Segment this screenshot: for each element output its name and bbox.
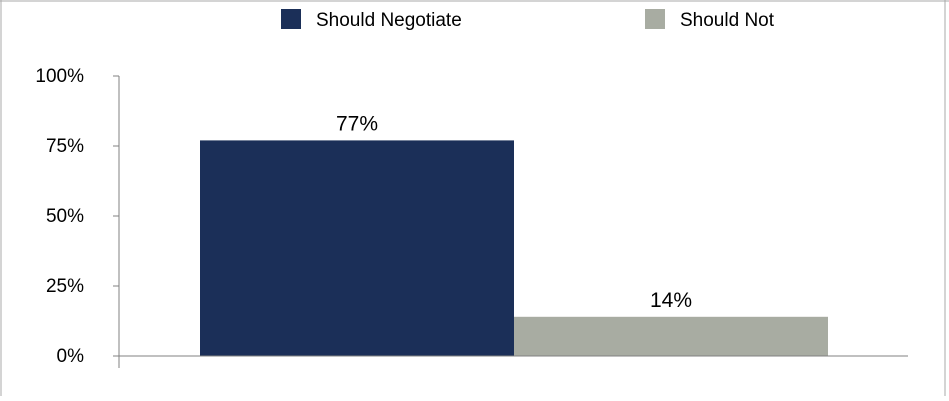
y-tick-label: 100% (35, 66, 84, 87)
bar-should-negotiate (200, 140, 514, 356)
y-tick-label: 75% (46, 136, 84, 157)
legend-swatch (281, 9, 301, 29)
bars: 77% 14% (200, 112, 828, 356)
y-tick-label: 25% (46, 276, 84, 297)
bar-data-label: 14% (650, 289, 692, 312)
legend: Should Negotiate Should Not (281, 9, 775, 31)
legend-swatch (645, 9, 665, 29)
bar-should-not (514, 316, 828, 356)
legend-label: Should Negotiate (316, 10, 462, 31)
y-axis: 0% 25% 50% 75% 100% (35, 66, 120, 368)
y-tick-label: 50% (46, 206, 84, 227)
y-tick-label: 0% (57, 346, 85, 367)
bar-data-label: 77% (336, 112, 378, 135)
legend-label: Should Not (680, 10, 775, 31)
